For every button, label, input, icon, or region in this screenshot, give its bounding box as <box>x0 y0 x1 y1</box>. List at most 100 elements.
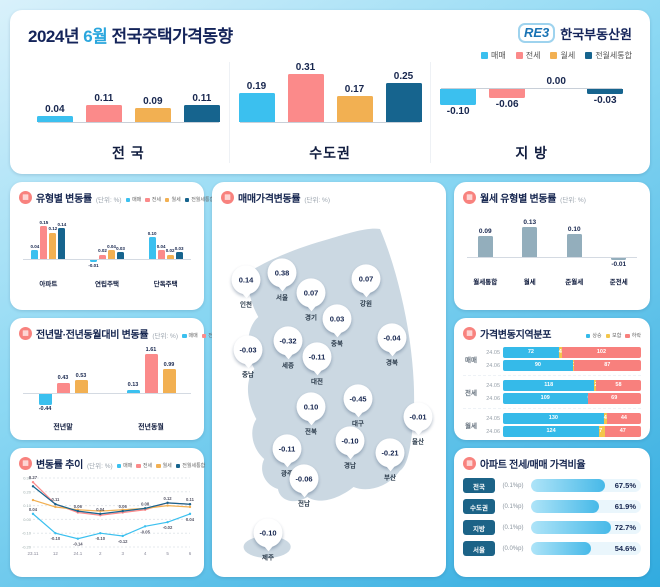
dist-segment-value: 87 <box>604 362 611 368</box>
bar-value-label: 0.11 <box>192 92 212 104</box>
ratio-fill <box>531 479 606 492</box>
legend-label: 상승 <box>592 333 602 340</box>
group-label: 월세통합 <box>473 279 498 286</box>
map-pin-region: 울산 <box>412 438 424 446</box>
group-label: 단독주택 <box>153 281 178 288</box>
map-pin: 0.38 서울 <box>267 258 297 301</box>
bar <box>385 83 422 122</box>
bar <box>183 104 220 122</box>
map-pin: -0.32 세종 <box>273 326 303 370</box>
bar-band: 0.13 <box>508 211 553 273</box>
left-column: ▦ 유형별 변동률 (단위: %) 매매 전세 월세 전월세통합 0.04 0.15 0.… <box>10 182 237 577</box>
bar-value-label: 1.61 <box>145 346 157 353</box>
main-grid: ▦ 유형별 변동률 (단위: %) 매매 전세 월세 전월세통합 0.04 0.15 0.… <box>10 182 650 577</box>
svg-text:0.10: 0.10 <box>23 503 32 508</box>
summary-legend: 매매 전세 월세 전월세통합 <box>28 50 632 61</box>
bar-value-label: 0.03 <box>116 245 125 251</box>
axis-line <box>22 259 192 260</box>
legend-item: 전세 <box>515 50 540 61</box>
svg-text:-0.14: -0.14 <box>73 542 83 547</box>
panel-title: 월세 유형별 변동률 <box>480 194 557 205</box>
bar-group: -0.44 0.43 0.53 전년말 <box>19 347 107 432</box>
bar <box>489 89 526 99</box>
bar <box>175 252 183 259</box>
bar-group: 0.19 0.31 0.17 0.25 수도권 <box>228 62 431 163</box>
bar-group: 0.09 월세통합 <box>463 211 508 286</box>
legend-swatch <box>480 52 488 59</box>
legend-label: 매매 <box>132 197 142 204</box>
delta-label: (0.1%p) <box>502 524 524 531</box>
map-pin-value: -0.06 <box>289 464 319 494</box>
bar-value-label: 0.13 <box>523 218 537 226</box>
map-pin-value: -0.04 <box>377 323 407 353</box>
bar <box>477 236 493 257</box>
dist-segment-value: 102 <box>596 349 607 355</box>
map-pin-value: 0.07 <box>296 278 326 308</box>
legend-swatch <box>136 463 141 468</box>
legend-item: 전월세통합 <box>184 196 214 203</box>
map-pin-value: -0.11 <box>302 342 332 372</box>
group-label: 지 방 <box>515 145 548 161</box>
dist-segment-value: 44 <box>620 415 627 421</box>
bar-group: 0.04 0.11 0.09 0.11 전 국 <box>28 62 229 163</box>
bar-value-label: 0.10 <box>567 225 581 233</box>
legend-item: 전세 <box>136 462 152 469</box>
ratio-value: 67.5% <box>614 481 636 490</box>
panel-type-change: ▦ 유형별 변동률 (단위: %) 매매 전세 월세 전월세통합 0.04 0.15 0.… <box>10 182 214 310</box>
svg-text:23.11: 23.11 <box>28 551 39 556</box>
dist-segment-value: 69 <box>611 395 618 401</box>
map-pin: -0.11 대전 <box>302 342 332 385</box>
svg-text:2: 2 <box>99 551 102 556</box>
legend-item: 상승 <box>585 332 602 340</box>
ratio-bar: 54.6% <box>531 542 641 555</box>
right-column: ▦ 월세 유형별 변동률 (단위: %) 0.09 월세통합 0.13 월세 0.10 준… <box>454 182 650 577</box>
svg-text:0.04: 0.04 <box>186 517 195 522</box>
svg-text:0.11: 0.11 <box>51 497 60 502</box>
bar-value-label: -0.06 <box>495 99 519 111</box>
axis-line <box>239 122 421 123</box>
group-label: 전 국 <box>112 145 145 161</box>
map-pin-region: 세종 <box>282 362 294 370</box>
dist-bar: 118 2 58 <box>503 380 641 391</box>
dist-segment-value: 72 <box>527 349 534 355</box>
svg-text:-0.05: -0.05 <box>140 529 150 534</box>
legend-item: 월세 <box>156 462 172 469</box>
dist-row: 24.05 118 2 58 <box>482 380 641 391</box>
bar <box>522 227 538 257</box>
bar <box>134 108 171 122</box>
dist-row: 24.0690187 <box>482 360 641 371</box>
bar-value-label: -0.01 <box>88 263 99 269</box>
svg-text:24.1: 24.1 <box>73 551 82 556</box>
map-pin: 0.03 충북 <box>322 304 352 347</box>
dist-group-label: 월세 <box>465 423 477 430</box>
dist-row: 24.05 130 4 44 <box>482 413 641 424</box>
group-label: 월세 <box>523 279 536 286</box>
bar-band: -0.01 <box>597 211 642 273</box>
chart-icon: ▦ <box>19 457 32 470</box>
legend-swatch <box>125 197 131 202</box>
dist-segment: 44 <box>606 413 641 424</box>
legend-item: 월세 <box>164 196 181 203</box>
dist-period: 24.05 <box>486 349 500 356</box>
ratio-fill <box>531 500 600 513</box>
map-pin-value: -0.01 <box>403 402 433 432</box>
panel-title: 아파트 전세/매매 가격비율 <box>480 460 586 471</box>
bar-value-label: 0.11 <box>94 92 114 104</box>
page-title: 2024년 6월 전국주택가격동향 <box>28 22 233 47</box>
legend-item: 월세 <box>550 50 575 61</box>
bar-value-label: 0.04 <box>30 243 40 249</box>
dist-segment: 124 <box>503 426 600 437</box>
bar-group: -0.01 준전세 <box>597 211 642 286</box>
svg-text:0.06: 0.06 <box>74 504 83 509</box>
map-pin-value: 0.38 <box>267 258 297 288</box>
svg-text:0.06: 0.06 <box>119 504 128 509</box>
dist-segment: 7 <box>599 426 605 437</box>
legend-swatch <box>145 197 150 202</box>
legend-item: 매매 <box>125 196 142 204</box>
legend-item: 매매 <box>182 332 198 339</box>
bar <box>287 73 324 122</box>
bar-value-label: 0.25 <box>393 71 414 83</box>
svg-text:0.12: 0.12 <box>163 496 172 501</box>
bar-band: 0.04 0.15 0.12 0.14 <box>19 211 78 275</box>
panel-title: 전년말·전년동월대비 변동률 <box>36 330 149 341</box>
